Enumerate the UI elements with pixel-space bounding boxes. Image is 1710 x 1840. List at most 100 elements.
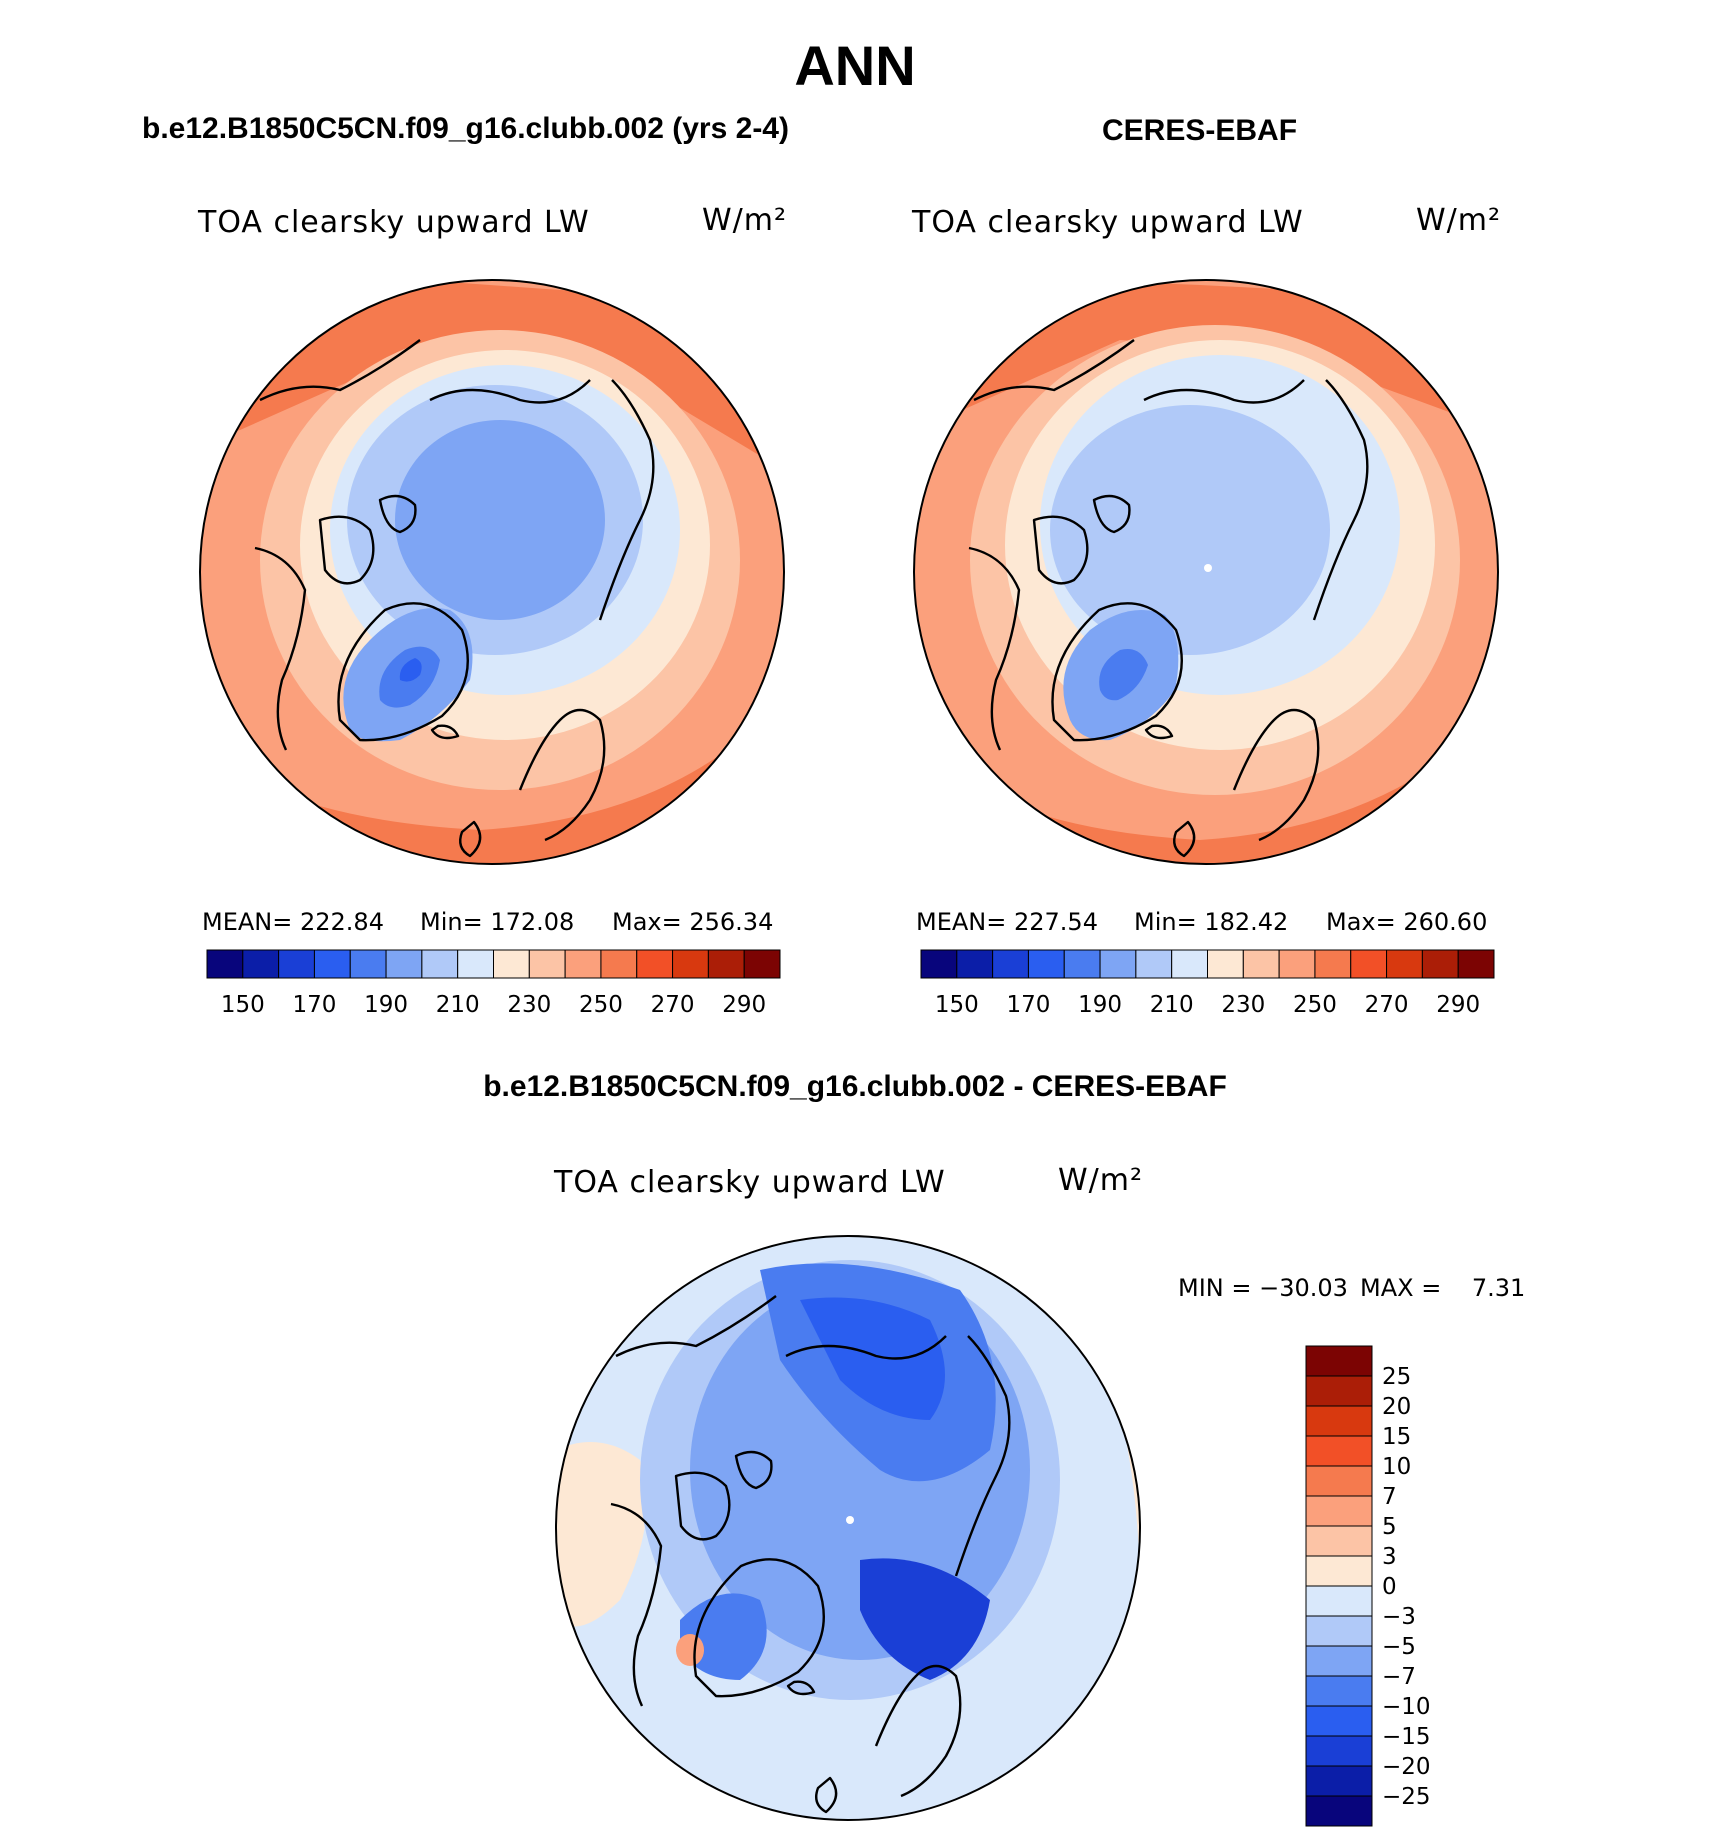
colorbar-2-box xyxy=(1171,949,1208,979)
coast-archipelago-2 xyxy=(1092,494,1131,534)
colorbar-2-box xyxy=(1099,949,1137,979)
colorbar-3-box xyxy=(1305,1705,1373,1737)
colorbar-2-box xyxy=(956,949,994,979)
colorbar-3-box xyxy=(1305,1435,1373,1467)
colorbar-3-box xyxy=(1305,1615,1373,1647)
coast-siberia xyxy=(1312,379,1369,621)
colorbar-1-box xyxy=(421,949,459,979)
diff-title: b.e12.B1850C5CN.f09_g16.clubb.002 - CERE… xyxy=(483,1070,1227,1103)
colorbar-3-tick-label: −3 xyxy=(1382,1604,1416,1630)
map-difference-border xyxy=(555,1235,1141,1821)
coastlines-model xyxy=(254,339,655,858)
colorbar-1-tick-label: 210 xyxy=(436,992,480,1018)
colorbar-3-box xyxy=(1305,1735,1373,1767)
colorbar-1-box xyxy=(600,949,638,979)
colorbar-3-tick-label: 0 xyxy=(1382,1574,1397,1600)
band-200 xyxy=(395,420,605,620)
colorbar-2-box xyxy=(1350,949,1388,979)
panel-1-min: Min= 172.08 xyxy=(420,908,575,936)
colorbar-3-box xyxy=(1305,1375,1373,1407)
colorbar-1-box xyxy=(743,949,781,979)
colorbar-3-box xyxy=(1305,1765,1373,1797)
coast-archipelago-1 xyxy=(318,515,375,585)
greenland-180 xyxy=(399,658,422,682)
colorbar-3-box xyxy=(1305,1795,1373,1827)
colorbar-2-box xyxy=(1027,949,1065,979)
coast-iceland xyxy=(786,1680,816,1696)
colorbar-1-box xyxy=(564,949,602,979)
map-model xyxy=(199,279,785,865)
panel-3-min: MIN = −30.03 xyxy=(1178,1274,1348,1302)
colorbar-3-box xyxy=(1305,1345,1373,1377)
colorbar-3-tick-label: −7 xyxy=(1382,1664,1416,1690)
colorbar-2-tick-label: 170 xyxy=(1006,992,1050,1018)
coast-hudson xyxy=(968,546,1021,751)
coast-alaska xyxy=(615,1295,777,1358)
main-title: ANN xyxy=(794,34,916,97)
coast-scandinavia xyxy=(874,1664,962,1798)
band-pacific-warm xyxy=(200,280,784,470)
coast-hudson xyxy=(610,1502,663,1707)
colorbar-2-box xyxy=(920,949,958,979)
panel-3-max: MAX = 7.31 xyxy=(1360,1274,1526,1302)
colorbar-1-box xyxy=(707,949,745,979)
colorbar-2-tick-label: 250 xyxy=(1293,992,1337,1018)
coast-eurasia-north xyxy=(1143,379,1305,404)
colorbar-1-box xyxy=(385,949,423,979)
panel-2-mean: MEAN= 227.54 xyxy=(916,908,1098,936)
colorbar-3-tick-label: 20 xyxy=(1382,1394,1411,1420)
colorbar-1-tick-label: 170 xyxy=(292,992,336,1018)
colorbar-2-box xyxy=(1457,949,1495,979)
colorbar-2-tick-label: 270 xyxy=(1365,992,1409,1018)
coast-hudson xyxy=(254,546,307,751)
band-neg10 xyxy=(800,1297,945,1420)
band-neg15 xyxy=(860,1558,990,1680)
colorbar-2-tick-label: 150 xyxy=(935,992,979,1018)
colorbar-2-tick-label: 230 xyxy=(1221,992,1265,1018)
colorbar-2-tick-label: 190 xyxy=(1078,992,1122,1018)
colorbar-1-box xyxy=(528,949,566,979)
map-model-border xyxy=(199,279,785,865)
coast-britain xyxy=(815,1776,838,1814)
colorbar-3-tick-label: 25 xyxy=(1382,1364,1411,1390)
colorbar-1-box xyxy=(672,949,709,979)
panel-1-max: Max= 256.34 xyxy=(612,908,774,936)
colorbar-2-box xyxy=(1063,949,1101,979)
colorbar-1-box xyxy=(206,949,244,979)
colorbar-3-tick-label: 10 xyxy=(1382,1454,1411,1480)
band-210 xyxy=(1050,405,1330,655)
colorbar-2-box xyxy=(992,949,1029,979)
panel-1-units-label: W/m² xyxy=(702,203,788,238)
colorbar-3-box xyxy=(1305,1465,1373,1497)
colorbar-2-box xyxy=(1242,949,1280,979)
coast-archipelago-1 xyxy=(1032,515,1089,585)
coastlines-ceres xyxy=(968,339,1369,858)
colorbar-3-tick-label: 3 xyxy=(1382,1544,1397,1570)
colorbar-1-tick-label: 190 xyxy=(364,992,408,1018)
colorbar-3-tick-label: 7 xyxy=(1382,1484,1397,1510)
colorbar-1-box xyxy=(349,949,387,979)
colorbar-3-tick-label: 15 xyxy=(1382,1424,1411,1450)
colorbar-3-tick-label: −10 xyxy=(1382,1694,1431,1720)
panel-2-max: Max= 260.60 xyxy=(1326,908,1488,936)
panel-3-units-label: W/m² xyxy=(1058,1163,1144,1198)
coast-eurasia-north xyxy=(429,379,591,404)
colorbar-3-box xyxy=(1305,1675,1373,1707)
colorbar-1-tick-label: 230 xyxy=(507,992,551,1018)
coast-siberia xyxy=(598,379,655,621)
colorbar-2-box xyxy=(1421,949,1459,979)
pole-marker xyxy=(846,1516,854,1524)
colorbar-3-tick-label: 5 xyxy=(1382,1514,1397,1540)
coast-archipelago-2 xyxy=(734,1450,773,1490)
panel-1-case-title: b.e12.B1850C5CN.f09_g16.clubb.002 (yrs 2… xyxy=(142,112,789,145)
colorbar-2-tick-label: 210 xyxy=(1150,992,1194,1018)
coast-alaska xyxy=(973,339,1135,402)
colorbar-1-box xyxy=(313,949,351,979)
colorbar-2-box xyxy=(1207,949,1244,979)
panel-1-variable-label: TOA clearsky upward LW xyxy=(198,205,590,240)
colorbar-3-box xyxy=(1305,1585,1373,1617)
colorbar-1-tick-label: 270 xyxy=(651,992,695,1018)
colorbar-1-box xyxy=(457,949,494,979)
coast-eurasia-north xyxy=(785,1335,947,1360)
